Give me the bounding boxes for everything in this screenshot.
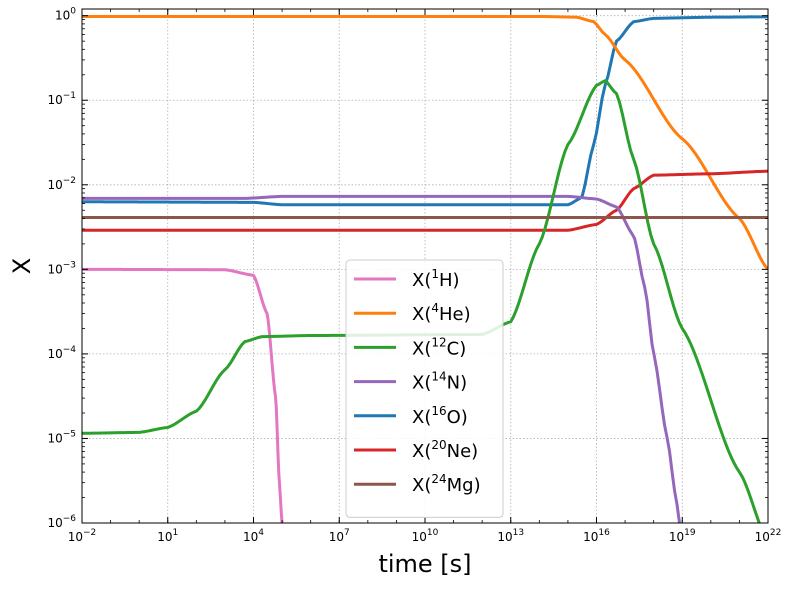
y-tick-label: 10−1 xyxy=(47,91,76,107)
x-tick-label: 1022 xyxy=(755,528,782,544)
y-tick-label: 10−2 xyxy=(47,176,76,192)
legend-entry: X(14N) xyxy=(412,370,467,394)
legend-entry: X(1H) xyxy=(412,267,460,291)
legend-entry: X(20Ne) xyxy=(412,438,478,462)
x-tick-label: 1016 xyxy=(583,528,610,544)
y-axis-label: X xyxy=(8,258,36,274)
x-tick-label: 1013 xyxy=(497,528,524,544)
y-tick-label: 100 xyxy=(55,7,76,23)
x-tick-label: 104 xyxy=(243,528,264,544)
x-tick-label: 107 xyxy=(329,528,350,544)
legend-entry: X(16O) xyxy=(412,404,468,428)
y-tick-label: 10−4 xyxy=(47,345,76,361)
legend-entry: X(24Mg) xyxy=(412,472,481,496)
x-axis-label: time [s] xyxy=(378,550,471,578)
series-line-3 xyxy=(82,194,681,523)
series-line-1 xyxy=(82,14,768,271)
axis-ticks xyxy=(81,9,769,524)
x-tick-label: 101 xyxy=(157,528,178,544)
legend-entry: X(4He) xyxy=(412,301,471,325)
x-tick-label: 10−2 xyxy=(68,528,97,544)
y-tick-label: 10−3 xyxy=(47,260,76,276)
legend-box xyxy=(345,259,504,518)
x-tick-label: 1019 xyxy=(669,528,696,544)
y-tick-label: 10−5 xyxy=(47,429,76,445)
series-lines xyxy=(82,14,768,523)
y-tick-label: 10−6 xyxy=(47,514,76,530)
series-line-0 xyxy=(82,267,284,523)
legend-entry: X(12C) xyxy=(412,335,466,359)
series-line-5 xyxy=(82,169,768,232)
x-tick-label: 1010 xyxy=(412,528,439,544)
tick-labels: 10−2 101 104 107 1010 1013 1016 1019 102210−610−… xyxy=(47,7,781,544)
series-line-4 xyxy=(82,15,768,207)
legend: X(1H) X(4He) X(12C) X(14N) X(16O) X(20Ne) X(24… xyxy=(345,259,504,518)
